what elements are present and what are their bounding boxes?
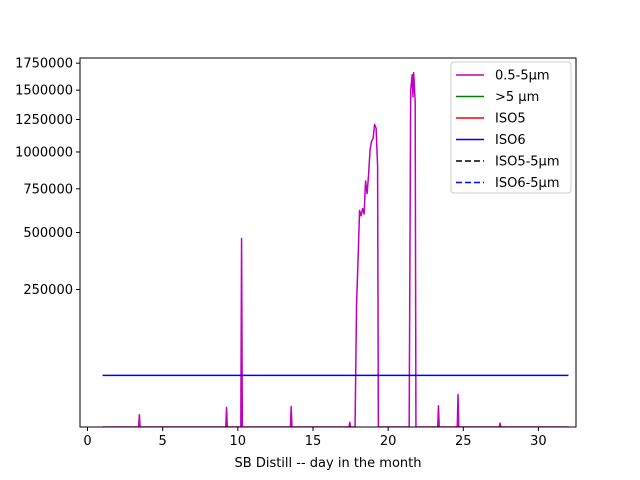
legend-label: ISO5 <box>495 112 526 127</box>
legend-label: ISO6 <box>495 133 526 148</box>
x-tick-label: 10 <box>230 434 247 449</box>
x-tick-label: 25 <box>455 434 472 449</box>
y-tick-label: 750000 <box>23 182 73 197</box>
x-axis: 0 5 10 15 20 25 30 <box>83 427 547 449</box>
y-tick-label: 1750000 <box>15 57 73 72</box>
legend-frame <box>450 61 572 194</box>
x-tick-label: 20 <box>380 434 397 449</box>
legend: 0.5-5µm >5 µm ISO5 ISO6 ISO5-5µm ISO6-5µm <box>450 61 572 194</box>
legend-label: >5 µm <box>495 90 539 105</box>
legend-label: ISO5-5µm <box>495 155 560 170</box>
y-tick-label: 1000000 <box>15 145 73 160</box>
series-line-0 <box>102 71 569 427</box>
x-tick-label: 15 <box>305 434 322 449</box>
x-axis-label: SB Distill -- day in the month <box>235 456 422 471</box>
legend-label: 0.5-5µm <box>495 69 550 84</box>
y-tick-label: 1250000 <box>15 113 73 128</box>
x-tick-label: 5 <box>159 434 167 449</box>
x-tick-label: 30 <box>530 434 547 449</box>
legend-label: ISO6-5µm <box>495 176 560 191</box>
y-tick-label: 500000 <box>23 226 73 241</box>
plot-area <box>102 71 569 427</box>
axes-frame <box>79 57 577 428</box>
x-tick-label: 0 <box>83 434 91 449</box>
y-tick-label: 1500000 <box>15 84 73 99</box>
y-axis: 250000 500000 750000 1000000 1250000 1500000 1… <box>15 57 80 298</box>
y-tick-label: 250000 <box>23 283 73 298</box>
